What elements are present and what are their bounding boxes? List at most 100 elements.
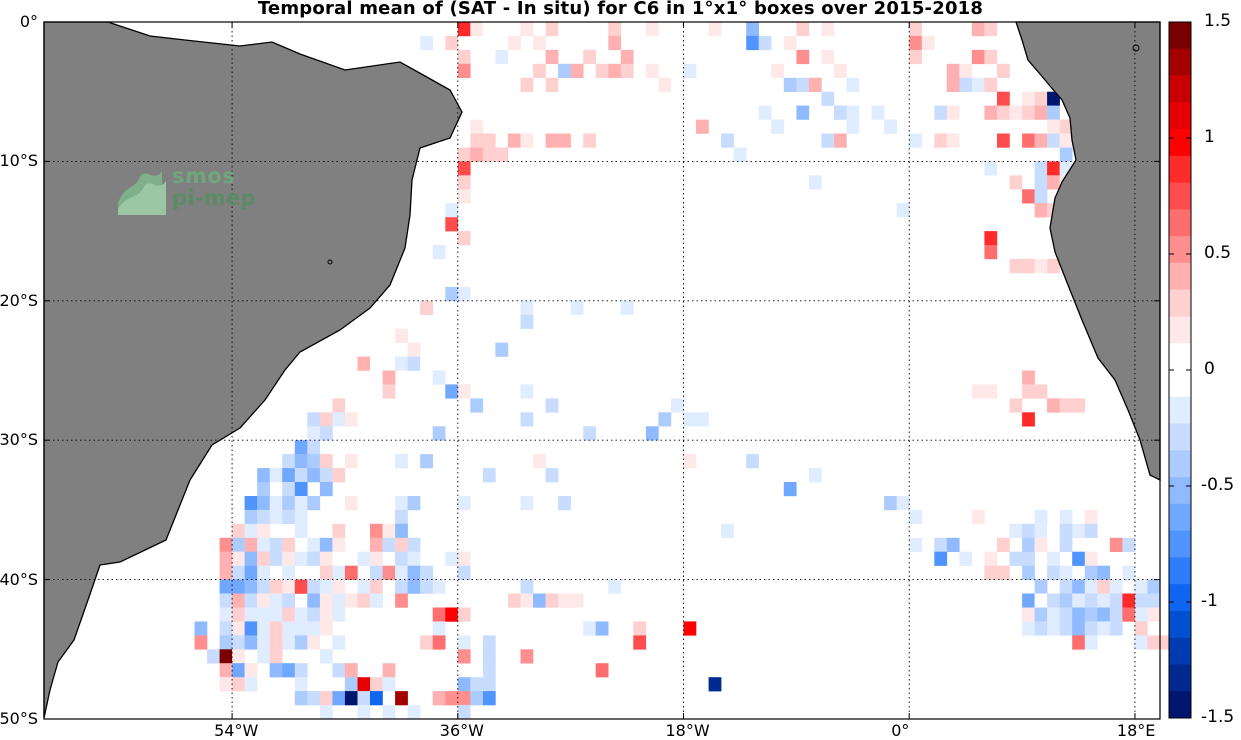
heatmap-cell bbox=[244, 635, 258, 650]
heatmap-cell bbox=[946, 537, 960, 552]
heatmap-cell bbox=[796, 77, 810, 92]
heatmap-cell bbox=[294, 579, 308, 594]
heatmap-cell bbox=[344, 691, 358, 706]
heatmap-cell bbox=[1047, 259, 1060, 274]
heatmap-cell bbox=[1109, 579, 1123, 594]
heatmap-cell bbox=[457, 635, 471, 650]
heatmap-cell bbox=[282, 551, 295, 566]
heatmap-cell bbox=[319, 454, 333, 469]
heatmap-cell bbox=[1009, 551, 1023, 566]
heatmap-cell bbox=[244, 579, 258, 594]
heatmap-cell bbox=[984, 384, 998, 399]
heatmap-cell bbox=[545, 593, 559, 608]
heatmap-cell bbox=[482, 691, 496, 706]
heatmap-cell bbox=[871, 105, 885, 120]
heatmap-cell bbox=[294, 621, 308, 636]
heatmap-cell bbox=[1097, 593, 1111, 608]
heatmap-cell bbox=[1084, 621, 1098, 636]
heatmap-cell bbox=[257, 607, 270, 622]
colorbar-swatch bbox=[1169, 48, 1191, 76]
heatmap-cell bbox=[520, 384, 534, 399]
heatmap-cell bbox=[319, 649, 333, 664]
heatmap-cell bbox=[307, 454, 321, 469]
heatmap-cell bbox=[407, 342, 421, 357]
colorbar-label: 0.5 bbox=[1204, 243, 1232, 263]
heatmap-cell bbox=[771, 63, 785, 78]
heatmap-cell bbox=[457, 49, 471, 65]
lat-label: 50°S bbox=[0, 709, 38, 728]
heatmap-cell bbox=[520, 133, 534, 148]
smos-pi-mep-logo bbox=[116, 163, 256, 217]
heatmap-cell bbox=[294, 663, 308, 678]
heatmap-cell bbox=[959, 551, 973, 566]
heatmap-cell bbox=[370, 593, 383, 608]
heatmap-cell bbox=[357, 356, 371, 371]
heatmap-cell bbox=[395, 523, 408, 538]
colorbar-swatch bbox=[1169, 75, 1191, 103]
island bbox=[327, 259, 333, 265]
colorbar bbox=[1168, 21, 1192, 719]
heatmap-cell bbox=[244, 565, 258, 580]
heatmap-cell bbox=[658, 412, 672, 427]
colorbar-label: 1 bbox=[1204, 127, 1215, 147]
heatmap-cell bbox=[294, 691, 308, 706]
heatmap-cell bbox=[457, 649, 471, 664]
heatmap-cell bbox=[282, 663, 295, 678]
heatmap-cell bbox=[1072, 579, 1085, 594]
heatmap-cell bbox=[834, 63, 847, 78]
heatmap-cell bbox=[997, 133, 1010, 148]
heatmap-cell bbox=[382, 384, 396, 399]
heatmap-cell bbox=[294, 677, 308, 692]
heatmap-cell bbox=[708, 22, 722, 37]
heatmap-cell bbox=[1047, 398, 1060, 413]
heatmap-cell bbox=[1059, 509, 1073, 525]
heatmap-cell bbox=[294, 496, 308, 511]
heatmap-cell bbox=[432, 370, 446, 385]
heatmap-cell bbox=[984, 231, 998, 246]
heatmap-cell bbox=[1084, 607, 1098, 622]
heatmap-cell bbox=[583, 133, 596, 148]
heatmap-cell bbox=[294, 440, 308, 455]
heatmap-cell bbox=[595, 63, 609, 78]
heatmap-cell bbox=[232, 565, 245, 580]
colorbar-swatch bbox=[1169, 584, 1191, 612]
logo-wave-icon bbox=[118, 171, 166, 215]
colorbar-swatch bbox=[1169, 102, 1191, 130]
heatmap-cell bbox=[1034, 105, 1048, 120]
heatmap-cell bbox=[846, 105, 860, 120]
heatmap-cell bbox=[984, 22, 998, 37]
heatmap-cell bbox=[219, 621, 233, 636]
heatmap-cell bbox=[232, 551, 245, 566]
heatmap-cell bbox=[282, 635, 295, 650]
heatmap-cell bbox=[520, 593, 534, 608]
heatmap-cell bbox=[445, 217, 459, 232]
heatmap-cell bbox=[457, 677, 471, 692]
colorbar-swatch bbox=[1169, 637, 1191, 665]
heatmap-cell bbox=[608, 63, 622, 78]
heatmap-cell bbox=[1022, 384, 1035, 399]
heatmap-cell bbox=[1022, 105, 1035, 120]
colorbar-swatch bbox=[1169, 610, 1191, 639]
heatmap-cell bbox=[382, 565, 396, 580]
heatmap-cell bbox=[520, 314, 534, 329]
heatmap-cell bbox=[257, 579, 270, 594]
heatmap-cell bbox=[395, 509, 408, 525]
heatmap-cell bbox=[294, 635, 308, 650]
heatmap-cell bbox=[683, 63, 697, 78]
heatmap-cell bbox=[307, 621, 321, 636]
heatmap-cell bbox=[558, 133, 571, 148]
heatmap-cell bbox=[269, 649, 283, 664]
heatmap-cell bbox=[282, 579, 295, 594]
colorbar-swatch bbox=[1169, 262, 1191, 291]
heatmap-cell bbox=[244, 537, 258, 552]
heatmap-cell bbox=[570, 593, 584, 608]
heatmap-cell bbox=[319, 412, 333, 427]
heatmap-cell bbox=[420, 565, 433, 580]
heatmap-cell bbox=[1147, 593, 1161, 608]
heatmap-cell bbox=[608, 22, 622, 37]
heatmap-cell bbox=[1047, 161, 1060, 176]
heatmap-cell bbox=[896, 496, 910, 511]
heatmap-cell bbox=[232, 593, 245, 608]
heatmap-cell bbox=[683, 412, 697, 427]
heatmap-cell bbox=[1047, 119, 1060, 134]
